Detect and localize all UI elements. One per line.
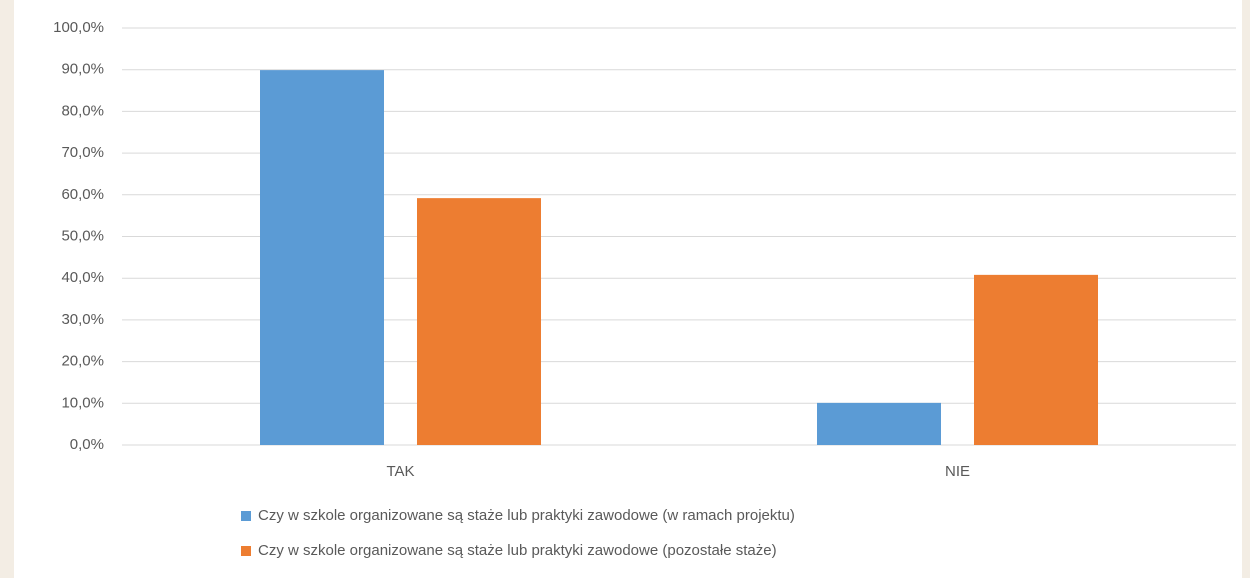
bar: [974, 274, 1098, 445]
y-tick-label: 100,0%: [53, 19, 104, 36]
legend-swatch: [241, 511, 251, 521]
y-tick-label: 80,0%: [61, 102, 104, 119]
y-tick-label: 40,0%: [61, 269, 104, 286]
y-tick-label: 10,0%: [61, 394, 104, 411]
bar: [260, 70, 384, 445]
bar: [817, 402, 941, 445]
bar: [417, 198, 541, 445]
legend-swatch: [241, 546, 251, 556]
y-tick-label: 30,0%: [61, 311, 104, 328]
y-tick-label: 90,0%: [61, 61, 104, 78]
y-tick-label: 20,0%: [61, 353, 104, 370]
x-tick-label: NIE: [945, 463, 970, 480]
x-tick-label: TAK: [386, 463, 414, 480]
y-tick-label: 60,0%: [61, 186, 104, 203]
y-tick-label: 70,0%: [61, 144, 104, 161]
y-tick-label: 50,0%: [61, 227, 104, 244]
legend-label: Czy w szkole organizowane są staże lub p…: [258, 542, 777, 559]
y-tick-label: 0,0%: [70, 436, 104, 453]
legend-label: Czy w szkole organizowane są staże lub p…: [258, 507, 795, 524]
